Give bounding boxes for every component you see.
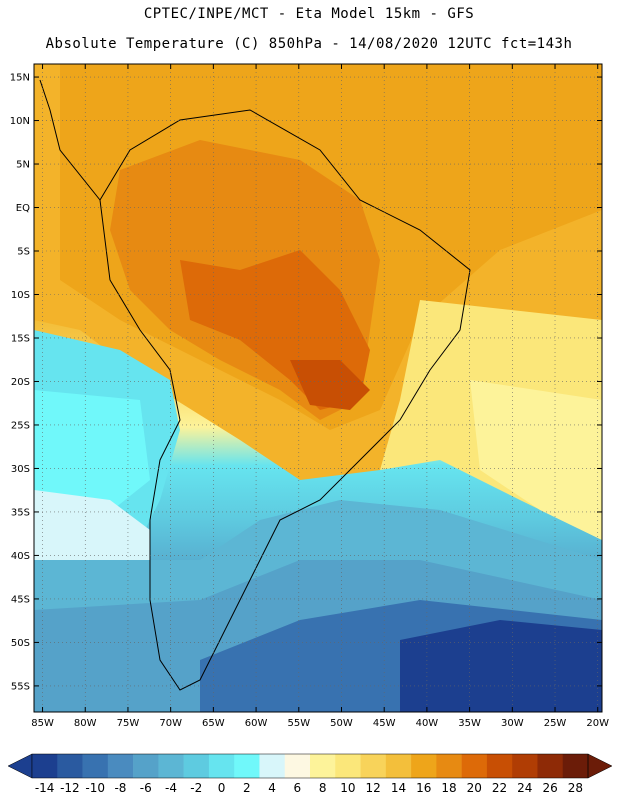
- lon-label: 65W: [202, 718, 225, 729]
- colorbar: -14 -12 -10 -8 -6 -4 -2 0 2 4 6 8 10 12 14 16 18 20 22 24 26…: [7, 753, 613, 795]
- lon-label: 40W: [416, 718, 439, 729]
- colorbar-swatch: [310, 754, 336, 778]
- colorbar-label: 20: [467, 781, 482, 795]
- map-title-line1: CPTEC/INPE/MCT - Eta Model 15km - GFS: [143, 6, 475, 22]
- colorbar-label: -4: [165, 781, 177, 795]
- colorbar-label: 2: [243, 781, 251, 795]
- colorbar-label: 10: [340, 781, 355, 795]
- colorbar-label: -10: [85, 781, 105, 795]
- colorbar-swatch: [107, 754, 134, 778]
- colorbar-swatch: [57, 754, 83, 778]
- colorbar-swatch: [208, 754, 235, 778]
- lat-label: 15N: [10, 73, 30, 84]
- colorbar-swatch: [32, 754, 58, 778]
- colorbar-max-arrow: [587, 753, 613, 779]
- lon-label: 60W: [245, 718, 268, 729]
- colorbar-label: -14: [35, 781, 55, 795]
- colorbar-swatch: [259, 754, 286, 778]
- colorbar-min-arrow: [7, 753, 33, 779]
- colorbar-label: 18: [441, 781, 456, 795]
- colorbar-label: -12: [60, 781, 80, 795]
- lat-label: 40S: [11, 551, 30, 562]
- colorbar-label: 8: [319, 781, 327, 795]
- colorbar-frame: [31, 753, 589, 779]
- lat-label: 10N: [10, 116, 30, 127]
- lat-label: 5S: [17, 247, 30, 258]
- colorbar-swatch: [82, 754, 109, 778]
- lat-label: EQ: [16, 203, 30, 214]
- lat-label: 25S: [11, 420, 30, 431]
- colorbar-label: -8: [114, 781, 126, 795]
- colorbar-swatch: [385, 754, 412, 778]
- map-frame: [33, 63, 603, 713]
- lat-label: 35S: [11, 507, 30, 518]
- lon-label: 20W: [586, 718, 609, 729]
- lat-label: 55S: [11, 681, 30, 692]
- lat-label: 10S: [11, 290, 30, 301]
- colorbar-label: 26: [542, 781, 557, 795]
- colorbar-swatch: [133, 754, 159, 778]
- latitude-axis: 15N 10N 5N EQ 5S 10S 15S 20S 25S 30S 35S 40S 45S 50S 5…: [10, 73, 602, 692]
- colorbar-swatch: [537, 754, 564, 778]
- lat-label: 30S: [11, 464, 30, 475]
- colorbar-swatch: [335, 754, 361, 778]
- lat-label: 45S: [11, 594, 30, 605]
- temperature-field: [34, 64, 602, 712]
- lon-label: 70W: [159, 718, 182, 729]
- lon-label: 30W: [501, 718, 524, 729]
- colorbar-swatch: [411, 754, 437, 778]
- colorbar-label: 28: [568, 781, 583, 795]
- lon-label: 50W: [330, 718, 353, 729]
- colorbar-swatch: [284, 754, 311, 778]
- colorbar-label: -2: [190, 781, 202, 795]
- lon-label: 80W: [74, 718, 97, 729]
- lat-label: 5N: [16, 160, 30, 171]
- colorbar-swatch: [486, 754, 513, 778]
- colorbar-swatch: [234, 754, 260, 778]
- colorbar-swatch: [562, 754, 589, 778]
- lon-label: 55W: [287, 718, 310, 729]
- lon-label: 45W: [373, 718, 396, 729]
- lon-label: 35W: [458, 718, 481, 729]
- colorbar-label: 22: [492, 781, 507, 795]
- colorbar-label: 16: [416, 781, 431, 795]
- colorbar-swatch: [436, 754, 462, 778]
- lat-label: 15S: [11, 333, 30, 344]
- colorbar-label: 0: [218, 781, 226, 795]
- lat-label: 20S: [11, 377, 30, 388]
- lon-label: 75W: [117, 718, 140, 729]
- colorbar-swatch: [158, 754, 184, 778]
- colorbar-label: 12: [366, 781, 381, 795]
- lon-label: 85W: [31, 718, 54, 729]
- colorbar-label: 14: [391, 781, 406, 795]
- lon-label: 25W: [544, 718, 567, 729]
- colorbar-swatch: [183, 754, 210, 778]
- colorbar-label: 24: [517, 781, 532, 795]
- colorbar-swatch: [360, 754, 387, 778]
- longitude-axis: 85W 80W 75W 70W 65W 60W 55W 50W 45W 40W 35W 30W 25W 2…: [31, 64, 609, 729]
- gridlines: [34, 64, 602, 712]
- colorbar-label: 6: [294, 781, 302, 795]
- colorbar-label: -6: [140, 781, 152, 795]
- lat-label: 50S: [11, 638, 30, 649]
- colorbar-swatch: [461, 754, 488, 778]
- colorbar-swatch: [512, 754, 538, 778]
- colorbar-label: 4: [268, 781, 276, 795]
- map-title-line2: Absolute Temperature (C) 850hPa - 14/08/…: [45, 36, 573, 52]
